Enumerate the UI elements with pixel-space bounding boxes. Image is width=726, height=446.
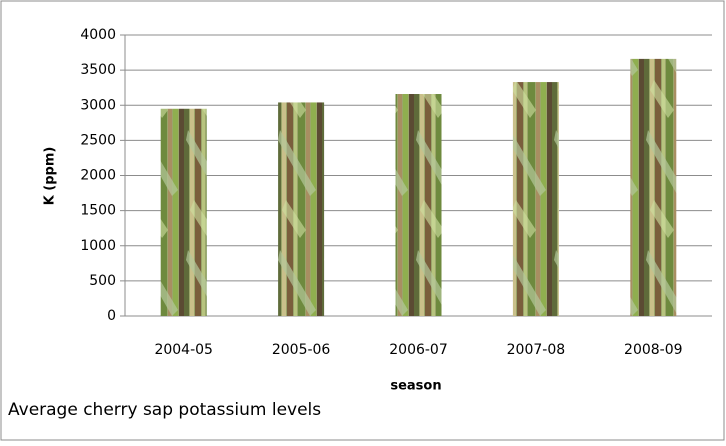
- x-axis-label: season: [390, 379, 441, 394]
- x-tick-label: 2008-09: [624, 342, 683, 358]
- bar: [630, 59, 676, 316]
- x-tick-label: 2006-07: [389, 342, 448, 358]
- x-tick-label: 2005-06: [272, 342, 331, 358]
- y-tick-label: 3500: [80, 62, 116, 78]
- y-tick-label: 2500: [80, 132, 116, 148]
- chart-title: Average cherry sap potassium levels: [8, 400, 321, 420]
- y-tick-label: 3000: [80, 97, 116, 113]
- bar: [278, 102, 324, 316]
- bar: [161, 109, 207, 316]
- bar: [396, 94, 442, 316]
- y-tick-label: 1500: [80, 203, 116, 219]
- bar: [513, 82, 559, 316]
- page: {"chart_data": {"type": "bar", "title": …: [0, 0, 726, 446]
- y-tick-label: 1000: [80, 238, 116, 254]
- x-tick-label: 2007-08: [507, 342, 566, 358]
- y-tick-label: 0: [107, 308, 116, 324]
- y-axis-label: K (ppm): [43, 147, 58, 206]
- y-tick-label: 4000: [80, 27, 116, 43]
- y-tick-label: 2000: [80, 168, 116, 184]
- x-tick-label: 2004-05: [154, 342, 213, 358]
- chart: K (ppm) season Average cherry sap potass…: [0, 0, 726, 442]
- y-tick-label: 500: [89, 273, 116, 289]
